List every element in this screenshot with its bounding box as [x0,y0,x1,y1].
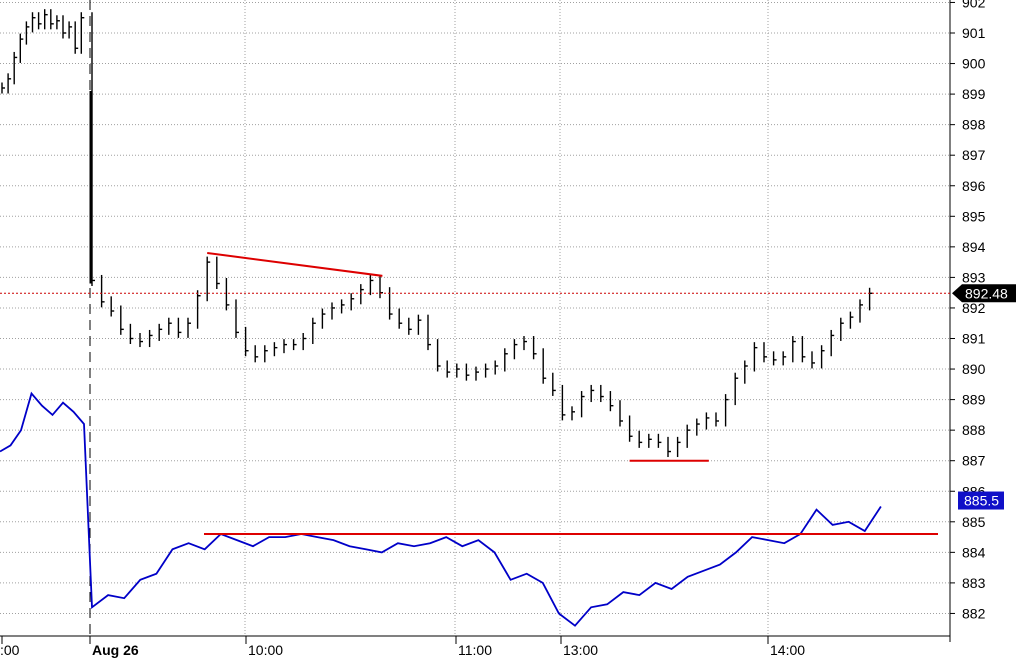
y-tick-label: 888 [962,422,986,438]
y-tick-label: 902 [962,0,986,10]
x-tick-label: :00 [0,642,20,658]
y-tick-label: 899 [962,86,986,102]
y-tick-label: 893 [962,269,986,285]
x-tick-label: 13:00 [563,642,598,658]
y-tick-label: 897 [962,147,986,163]
trendline [207,251,383,277]
y-tick-label: 901 [962,25,986,41]
y-tick-label: 889 [962,392,986,408]
y-tick-label: 898 [962,117,986,133]
y-tick-label: 896 [962,178,986,194]
x-axis-labels: :00 Aug 26 10:00 11:00 13:00 14:00 [0,636,805,658]
price-tags: 892.48 885.5 [952,284,1016,510]
y-tick-label: 883 [962,575,986,591]
last-price-tag-label: 892.48 [965,285,1008,301]
y-tick-label: 900 [962,56,986,72]
y-tick-label: 892 [962,300,986,316]
x-tick-label: 11:00 [458,642,492,658]
y-tick-label: 894 [962,239,986,255]
chart-frame [0,0,951,642]
price-bars [1,9,873,458]
y-tick-label: 884 [962,544,986,560]
y-tick-label: 887 [962,453,986,469]
last-price-tag [952,284,1016,303]
blue-line-series [0,391,882,627]
y-axis-labels: 902 901 900 899 898 897 896 895 894 893 892 891 890 8… [950,0,986,621]
grid-lines [0,0,950,636]
y-tick-label: 885 [962,514,986,530]
y-tick-label: 890 [962,361,986,377]
y-tick-label: 882 [962,605,986,621]
trendline-annotations [0,251,950,536]
blue-line-path [0,391,882,627]
x-tick-label: 10:00 [248,642,283,658]
y-tick-label: 895 [962,208,986,224]
line-value-tag-label: 885.5 [964,493,999,509]
y-tick-label: 891 [962,331,986,347]
line-value-tag [958,491,1004,510]
x-tick-label: Aug 26 [92,642,139,658]
x-tick-label: 14:00 [770,642,805,658]
